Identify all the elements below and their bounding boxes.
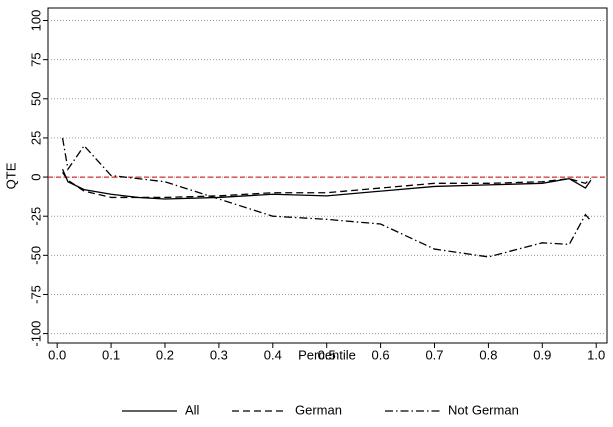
- x-tick-label: 0.4: [264, 347, 282, 362]
- y-tick-label: 25: [28, 131, 43, 145]
- legend-label: German: [295, 402, 342, 417]
- x-axis-title: Percentile: [298, 347, 356, 362]
- y-tick-label: 100: [28, 10, 43, 32]
- x-tick-label: 0.7: [425, 347, 443, 362]
- x-tick-label: 0.9: [533, 347, 551, 362]
- y-tick-label: 0: [28, 173, 43, 180]
- x-tick-label: 0.1: [102, 347, 120, 362]
- y-tick-label: 75: [28, 52, 43, 66]
- x-tick-label: 0.0: [48, 347, 66, 362]
- y-axis-title: QTE: [3, 162, 18, 189]
- x-tick-label: 1.0: [587, 347, 605, 362]
- legend-label: All: [185, 402, 200, 417]
- y-tick-label: -75: [28, 285, 43, 304]
- series-line: [62, 172, 592, 199]
- legend-label: Not German: [448, 402, 519, 417]
- x-tick-label: 0.2: [156, 347, 174, 362]
- series-line: [61, 137, 592, 258]
- y-tick-label: -25: [28, 207, 43, 226]
- x-tick-label: 0.5: [318, 347, 336, 362]
- y-tick-label: -50: [28, 246, 43, 265]
- x-tick-label: 0.8: [479, 347, 497, 362]
- plot-frame: [47, 7, 608, 344]
- y-tick-label: -100: [28, 321, 43, 347]
- series-line: [61, 168, 592, 200]
- y-tick-label: 50: [28, 92, 43, 106]
- x-tick-label: 0.6: [372, 347, 390, 362]
- x-tick-label: 0.3: [210, 347, 228, 362]
